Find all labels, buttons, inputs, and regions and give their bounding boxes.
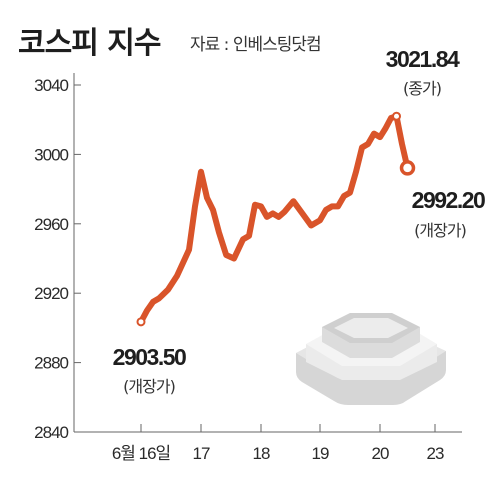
y-tick-label: 3040 (34, 76, 68, 95)
annotation-value-peak: 3021.84 (386, 46, 460, 72)
peak-point-marker (392, 111, 401, 121)
end-point-marker (399, 160, 416, 176)
chart-axes (73, 73, 462, 433)
x-tick-label: 18 (253, 444, 270, 463)
chart-annotations: 2903.50 (개장가) 3021.84 (종가) 2992.20 (개장가) (113, 46, 487, 396)
y-tick-label: 2880 (34, 354, 68, 373)
y-tick-label: 2840 (34, 423, 68, 442)
coin-stack-icon (296, 313, 446, 405)
chart-ticks: 3040 3000 2960 2920 2880 2840 6월 16일 17 18 19 20 23 (34, 76, 445, 463)
annotation-value-start: 2903.50 (113, 344, 186, 370)
annotation-label-peak: (종가) (403, 79, 441, 98)
y-tick-label: 2920 (34, 284, 68, 303)
series-line (138, 113, 411, 325)
y-tick-label: 2960 (34, 215, 68, 234)
x-tick-label: 6월 16일 (112, 444, 170, 463)
y-tick-label: 3000 (34, 145, 68, 164)
annotation-value-end: 2992.20 (412, 187, 485, 213)
x-tick-label: 17 (193, 444, 210, 463)
x-tick-label: 20 (372, 444, 389, 463)
annotation-label-end: (개장가) (414, 221, 466, 240)
start-point-marker (136, 317, 146, 327)
chart-source: 자료 : 인베스팅닷컴 (190, 35, 322, 55)
annotation-label-start: (개장가) (123, 377, 175, 396)
x-tick-label: 19 (312, 444, 329, 463)
x-tick-label: 23 (427, 444, 444, 463)
chart-title: 코스피 지수 (18, 26, 161, 61)
chart-series (136, 111, 416, 327)
